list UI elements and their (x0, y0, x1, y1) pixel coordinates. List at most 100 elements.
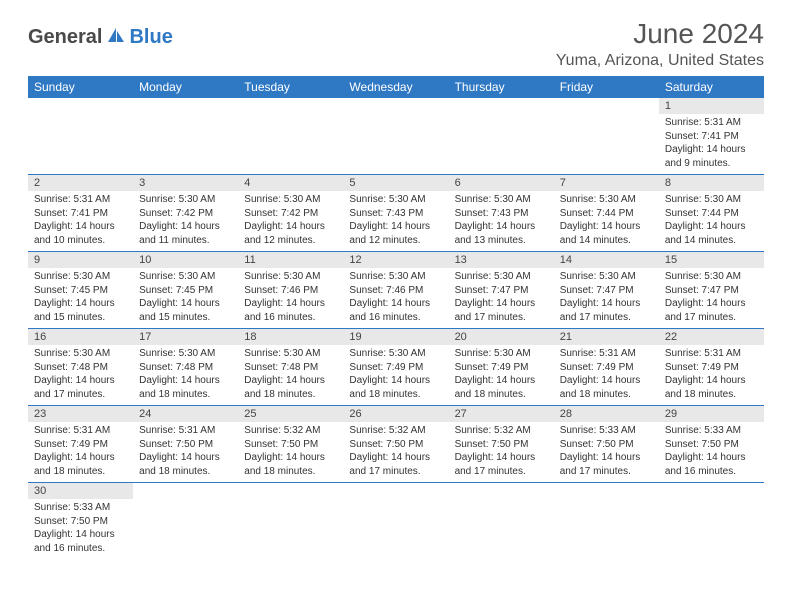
day-info-line: and 17 minutes. (455, 311, 548, 325)
day-info-line: Sunrise: 5:31 AM (665, 116, 758, 130)
day-info-cell: Sunrise: 5:33 AMSunset: 7:50 PMDaylight:… (554, 422, 659, 483)
day-info-line: and 15 minutes. (139, 311, 232, 325)
dayhead-sat: Saturday (659, 76, 764, 98)
day-number-cell: 13 (449, 252, 554, 269)
day-info-line: and 12 minutes. (349, 234, 442, 248)
day-info-cell (133, 114, 238, 175)
location: Yuma, Arizona, United States (556, 52, 764, 70)
day-number-cell: 22 (659, 329, 764, 346)
day-number-cell: 10 (133, 252, 238, 269)
day-number-cell: 21 (554, 329, 659, 346)
day-info-cell: Sunrise: 5:30 AMSunset: 7:49 PMDaylight:… (343, 345, 448, 406)
day-number-cell: 6 (449, 175, 554, 192)
dayhead-fri: Friday (554, 76, 659, 98)
day-info-line: Daylight: 14 hours (349, 451, 442, 465)
day-info-cell (659, 499, 764, 559)
day-info-line: Daylight: 14 hours (139, 297, 232, 311)
day-info-cell: Sunrise: 5:30 AMSunset: 7:47 PMDaylight:… (659, 268, 764, 329)
day-info-line: Sunrise: 5:30 AM (244, 347, 337, 361)
day-info-line: Daylight: 14 hours (34, 220, 127, 234)
day-info-cell (133, 499, 238, 559)
day-info-line: Sunrise: 5:30 AM (665, 270, 758, 284)
day-info-line: Sunrise: 5:31 AM (560, 347, 653, 361)
day-info-line: Daylight: 14 hours (244, 451, 337, 465)
day-info-cell: Sunrise: 5:32 AMSunset: 7:50 PMDaylight:… (449, 422, 554, 483)
day-info-line: Sunset: 7:41 PM (34, 207, 127, 221)
day-info-line: Sunrise: 5:32 AM (244, 424, 337, 438)
day-info-line: Sunrise: 5:32 AM (455, 424, 548, 438)
day-info-cell: Sunrise: 5:31 AMSunset: 7:50 PMDaylight:… (133, 422, 238, 483)
week-info-row: Sunrise: 5:31 AMSunset: 7:49 PMDaylight:… (28, 422, 764, 483)
day-info-line: Sunset: 7:50 PM (34, 515, 127, 529)
day-number-cell: 25 (238, 406, 343, 423)
day-number-cell (554, 98, 659, 114)
day-number-cell: 27 (449, 406, 554, 423)
day-info-line: Daylight: 14 hours (455, 297, 548, 311)
day-info-line: Sunrise: 5:30 AM (244, 193, 337, 207)
day-info-line: and 17 minutes. (34, 388, 127, 402)
dayhead-wed: Wednesday (343, 76, 448, 98)
day-info-cell: Sunrise: 5:31 AMSunset: 7:49 PMDaylight:… (554, 345, 659, 406)
day-info-line: and 16 minutes. (349, 311, 442, 325)
day-info-line: Daylight: 14 hours (34, 374, 127, 388)
day-info-cell (343, 114, 448, 175)
day-info-line: Sunrise: 5:31 AM (139, 424, 232, 438)
day-info-cell: Sunrise: 5:32 AMSunset: 7:50 PMDaylight:… (238, 422, 343, 483)
week-num-row: 2345678 (28, 175, 764, 192)
week-num-row: 9101112131415 (28, 252, 764, 269)
day-info-cell: Sunrise: 5:32 AMSunset: 7:50 PMDaylight:… (343, 422, 448, 483)
logo: General Blue (28, 18, 173, 49)
day-number-cell (133, 98, 238, 114)
day-info-line: Sunrise: 5:30 AM (455, 193, 548, 207)
day-info-line: Sunset: 7:47 PM (455, 284, 548, 298)
logo-text-blue: Blue (129, 26, 172, 49)
calendar-table: Sunday Monday Tuesday Wednesday Thursday… (28, 76, 764, 559)
day-info-line: Daylight: 14 hours (560, 374, 653, 388)
day-info-line: Daylight: 14 hours (455, 374, 548, 388)
day-info-line: and 18 minutes. (455, 388, 548, 402)
day-number-cell: 19 (343, 329, 448, 346)
day-info-line: Daylight: 14 hours (34, 451, 127, 465)
day-number-cell (238, 483, 343, 500)
day-info-line: Sunrise: 5:30 AM (139, 270, 232, 284)
day-number-cell: 1 (659, 98, 764, 114)
day-info-cell: Sunrise: 5:31 AMSunset: 7:49 PMDaylight:… (659, 345, 764, 406)
day-info-line: Sunrise: 5:30 AM (34, 347, 127, 361)
week-info-row: Sunrise: 5:31 AMSunset: 7:41 PMDaylight:… (28, 114, 764, 175)
day-info-line: Sunset: 7:49 PM (665, 361, 758, 375)
day-info-line: Sunrise: 5:30 AM (349, 193, 442, 207)
day-info-cell: Sunrise: 5:33 AMSunset: 7:50 PMDaylight:… (28, 499, 133, 559)
day-info-line: and 18 minutes. (244, 388, 337, 402)
day-info-cell (449, 114, 554, 175)
day-info-line: Sunset: 7:50 PM (665, 438, 758, 452)
day-info-line: Sunset: 7:41 PM (665, 130, 758, 144)
day-info-line: Daylight: 14 hours (244, 297, 337, 311)
header: General Blue June 2024 Yuma, Arizona, Un… (28, 18, 764, 70)
day-info-line: Sunset: 7:46 PM (244, 284, 337, 298)
dayhead-thu: Thursday (449, 76, 554, 98)
day-info-cell: Sunrise: 5:31 AMSunset: 7:41 PMDaylight:… (28, 191, 133, 252)
day-number-cell (28, 98, 133, 114)
day-info-line: Sunset: 7:42 PM (139, 207, 232, 221)
day-number-cell: 2 (28, 175, 133, 192)
day-info-line: Daylight: 14 hours (349, 220, 442, 234)
day-number-cell: 16 (28, 329, 133, 346)
day-number-cell: 20 (449, 329, 554, 346)
day-info-line: and 12 minutes. (244, 234, 337, 248)
day-info-line: and 13 minutes. (455, 234, 548, 248)
day-number-cell: 29 (659, 406, 764, 423)
day-info-line: Sunrise: 5:31 AM (665, 347, 758, 361)
day-info-cell (28, 114, 133, 175)
day-number-cell: 15 (659, 252, 764, 269)
day-info-line: Sunrise: 5:31 AM (34, 424, 127, 438)
day-info-line: Sunset: 7:48 PM (139, 361, 232, 375)
day-info-line: Daylight: 14 hours (244, 220, 337, 234)
day-info-line: and 18 minutes. (349, 388, 442, 402)
day-number-cell: 24 (133, 406, 238, 423)
day-info-line: Sunset: 7:50 PM (455, 438, 548, 452)
day-info-cell: Sunrise: 5:30 AMSunset: 7:42 PMDaylight:… (238, 191, 343, 252)
day-info-line: Daylight: 14 hours (560, 220, 653, 234)
day-info-line: Daylight: 14 hours (455, 451, 548, 465)
day-info-cell: Sunrise: 5:30 AMSunset: 7:45 PMDaylight:… (133, 268, 238, 329)
day-info-line: Sunset: 7:49 PM (455, 361, 548, 375)
